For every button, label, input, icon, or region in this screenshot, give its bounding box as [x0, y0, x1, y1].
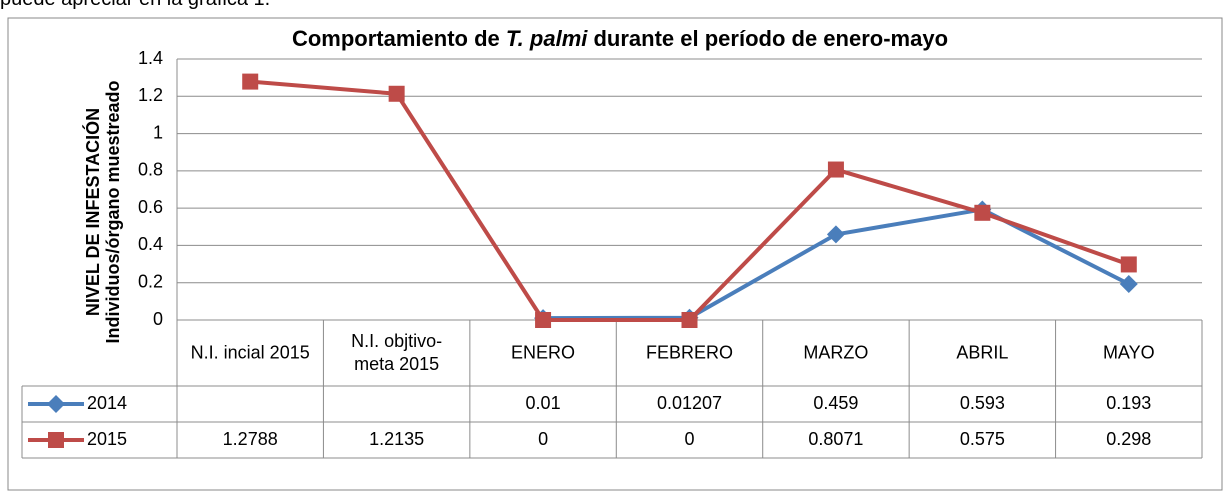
data-point	[388, 85, 405, 102]
y-tick-label: 1	[153, 122, 163, 142]
x-tick-label: ABRIL	[956, 342, 1009, 363]
x-tick-label: N.I. incial 2015	[190, 342, 310, 363]
y-axis-label: NIVEL DE INFESTACIÓN	[82, 108, 103, 316]
y-tick-label: 0.6	[138, 197, 163, 217]
x-tick-label: MARZO	[803, 342, 869, 363]
y-axis-label: Individuos/órgano muestreado	[103, 80, 123, 343]
table-value: 1.2135	[369, 429, 424, 449]
table-value: 0.575	[960, 429, 1005, 449]
table-value: 0.459	[813, 393, 858, 413]
y-tick-label: 1.4	[138, 48, 163, 68]
table-value: 0	[538, 429, 548, 449]
y-tick-label: 0.8	[138, 160, 163, 180]
x-tick-label: FEBRERO	[645, 342, 733, 363]
table-value: 0	[684, 429, 694, 449]
table-value: 0.593	[960, 393, 1005, 413]
chart-frame	[7, 17, 1223, 491]
table-value: 0.01	[526, 393, 561, 413]
data-point	[826, 225, 845, 244]
data-point	[827, 161, 844, 178]
y-tick-label: 0.4	[138, 234, 163, 254]
y-tick-label: 1.2	[138, 85, 163, 105]
series-line	[250, 79, 1130, 322]
legend-marker	[47, 395, 65, 413]
data-point	[1120, 256, 1137, 273]
legend-marker	[48, 432, 64, 448]
table-value: 0.193	[1106, 393, 1151, 413]
y-tick-label: 0.2	[138, 271, 163, 291]
x-tick-label: N.I. objtivo-meta 2015	[351, 331, 443, 374]
data-point	[535, 312, 552, 328]
data-point	[974, 204, 991, 221]
y-tick-label: 0	[153, 309, 163, 329]
data-point	[242, 73, 259, 90]
legend-label: 2014	[87, 393, 127, 413]
table-value: 1.2788	[223, 429, 278, 449]
table-value: 0.298	[1106, 429, 1151, 449]
title-part: durante el período de enero-mayo	[587, 26, 948, 51]
x-tick-label: MAYO	[1102, 342, 1155, 363]
data-point	[681, 312, 698, 328]
data-point	[1119, 275, 1138, 294]
intro-text: puede apreciar en la gráfica 1.	[0, 0, 270, 11]
title-part: T. palmi	[506, 26, 588, 51]
table-value: 0.01207	[657, 393, 722, 413]
legend-label: 2015	[87, 429, 127, 449]
table-value: 0.8071	[808, 429, 863, 449]
chart-title: Comportamiento de T. palmi durante el pe…	[292, 26, 948, 51]
x-tick-label: ENERO	[511, 342, 576, 363]
title-part: Comportamiento de	[292, 26, 506, 51]
